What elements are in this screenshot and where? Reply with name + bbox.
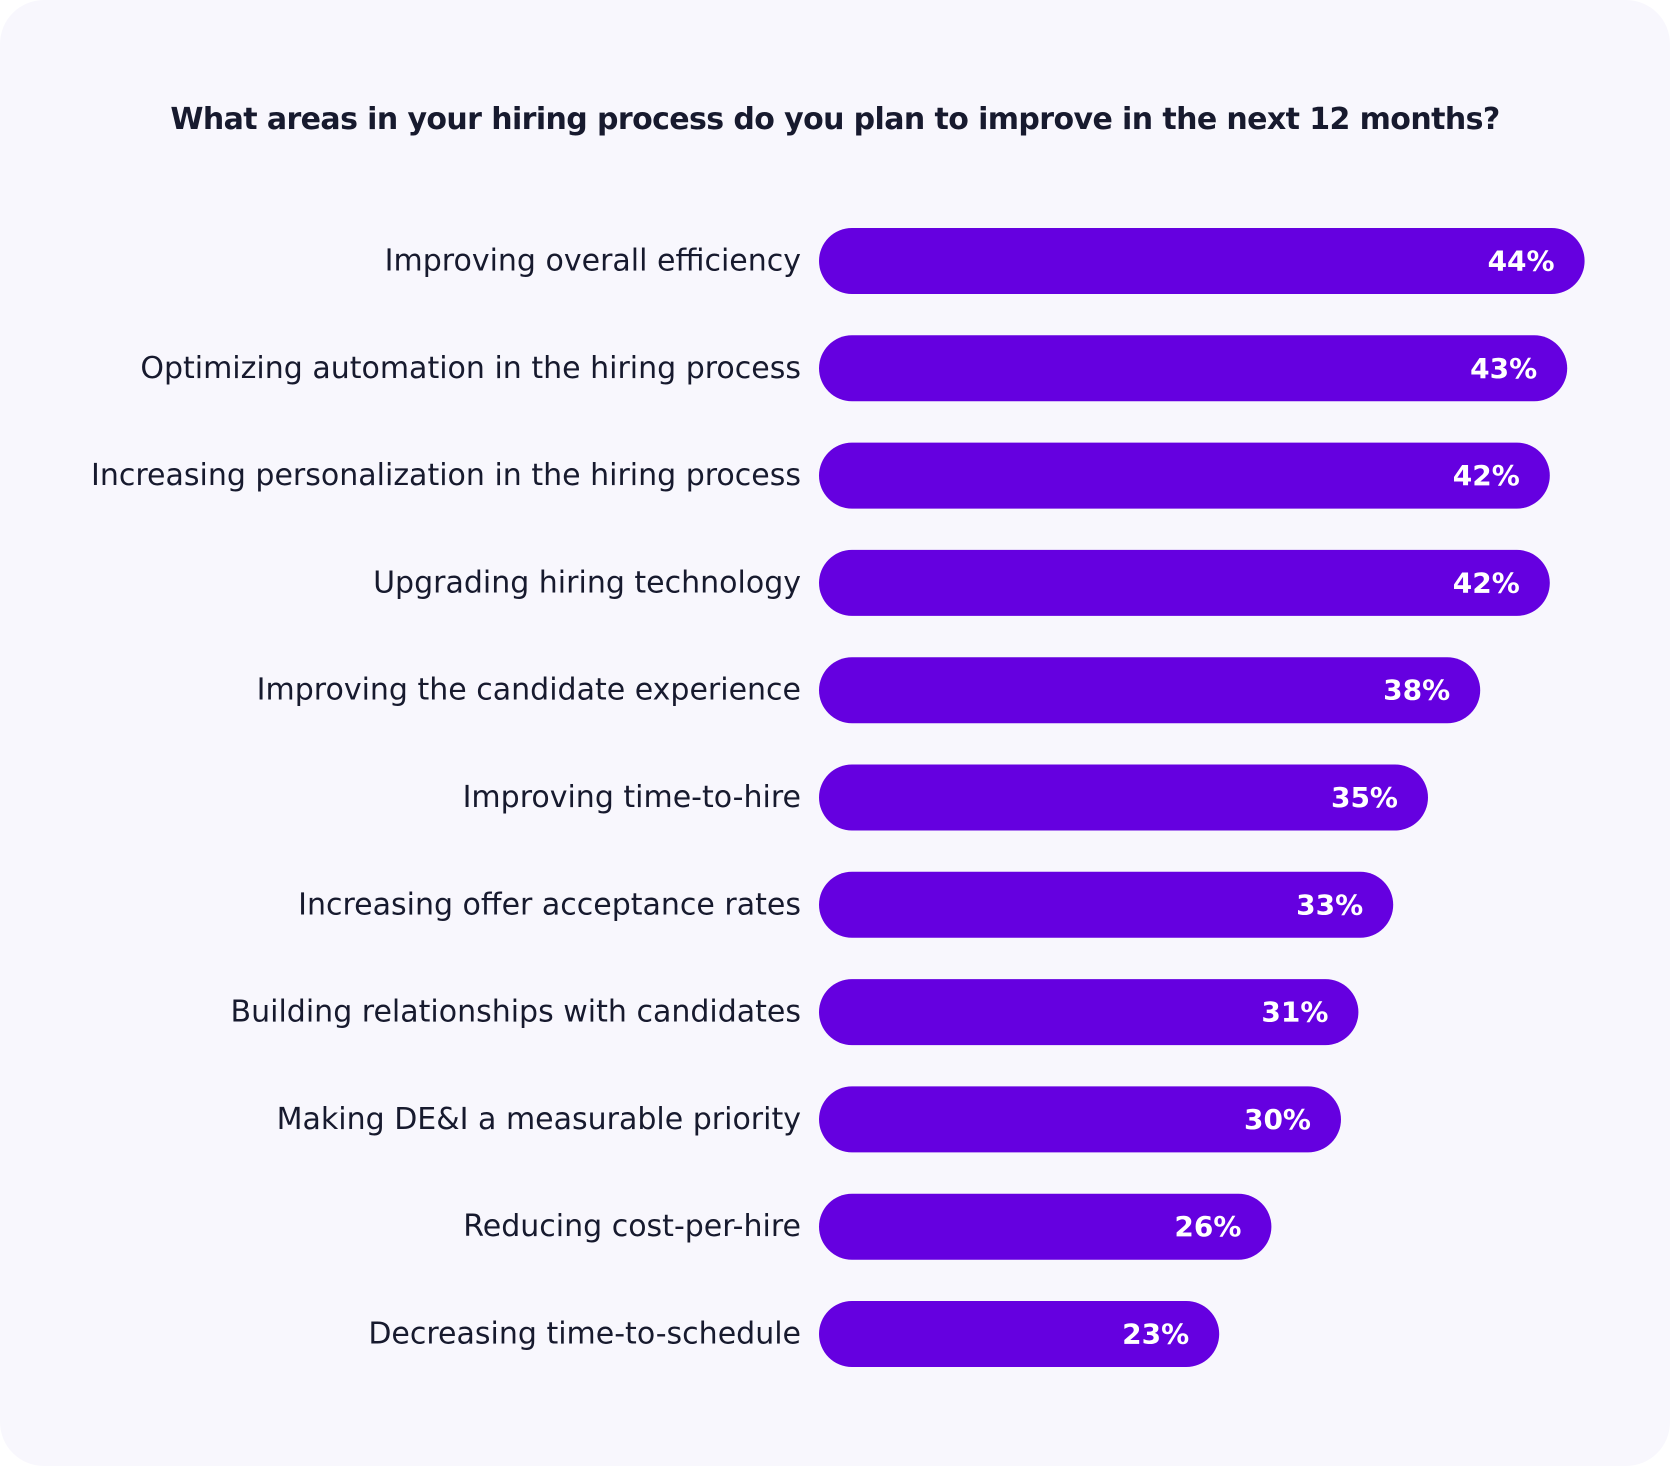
category-label: Decreasing time-to-schedule	[368, 1317, 801, 1352]
value-label: 23%	[1122, 1318, 1189, 1351]
value-label: 35%	[1331, 781, 1398, 814]
category-label: Increasing personalization in the hiring…	[91, 458, 801, 493]
bar	[819, 442, 1550, 509]
bar	[819, 657, 1481, 724]
chart-title: What areas in your hiring process do you…	[170, 102, 1500, 137]
category-label: Upgrading hiring technology	[373, 565, 801, 600]
value-label: 38%	[1383, 674, 1450, 707]
value-label: 30%	[1244, 1103, 1311, 1136]
bar	[819, 871, 1394, 938]
value-label: 43%	[1470, 352, 1537, 385]
category-label: Improving overall efficiency	[385, 244, 801, 279]
value-label: 33%	[1296, 888, 1363, 921]
bar	[819, 1301, 1220, 1367]
category-label: Making DE&I a measurable priority	[277, 1102, 801, 1137]
value-label: 31%	[1261, 996, 1328, 1029]
value-label: 42%	[1453, 459, 1520, 492]
bar	[819, 1086, 1341, 1153]
value-label: 26%	[1174, 1210, 1241, 1243]
bar	[819, 549, 1550, 616]
bar	[819, 335, 1568, 402]
category-label: Reducing cost-per-hire	[463, 1209, 801, 1244]
bar	[819, 979, 1359, 1046]
value-label: 44%	[1488, 245, 1555, 278]
value-label: 42%	[1453, 566, 1520, 599]
bar	[819, 228, 1585, 294]
category-label: Building relationships with candidates	[231, 995, 801, 1030]
bar	[819, 764, 1428, 831]
category-label: Improving time-to-hire	[463, 780, 801, 815]
category-label: Increasing offer acceptance rates	[298, 887, 801, 922]
category-label: Optimizing automation in the hiring proc…	[140, 351, 801, 386]
bar	[819, 1193, 1272, 1260]
category-label: Improving the candidate experience	[257, 673, 801, 708]
